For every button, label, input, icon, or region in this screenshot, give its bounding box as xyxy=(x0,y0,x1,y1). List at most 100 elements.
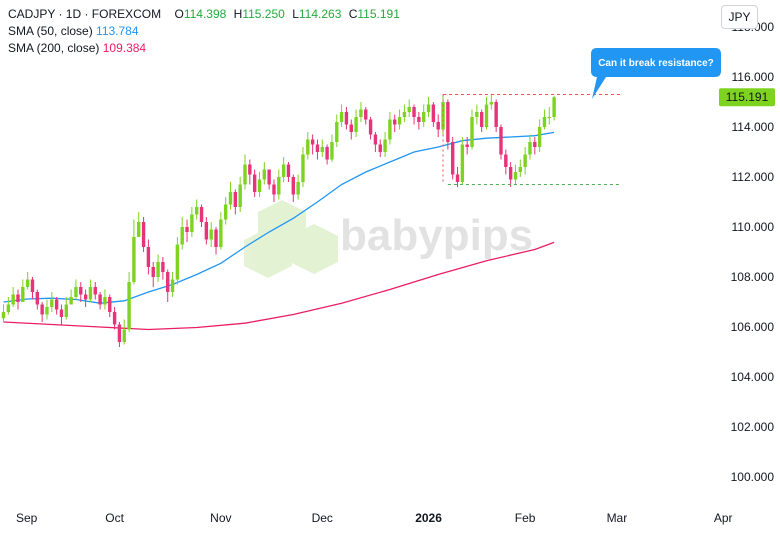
candle[interactable] xyxy=(214,227,218,255)
candle[interactable] xyxy=(50,292,54,312)
candle[interactable] xyxy=(243,154,247,190)
candle[interactable] xyxy=(431,102,436,127)
candle[interactable] xyxy=(335,114,339,148)
candle[interactable] xyxy=(93,282,97,300)
candle[interactable] xyxy=(364,107,368,125)
candle[interactable] xyxy=(407,99,411,118)
candle[interactable] xyxy=(306,132,310,160)
candle[interactable] xyxy=(117,322,122,347)
candle[interactable] xyxy=(484,97,489,130)
candle[interactable] xyxy=(402,104,407,123)
candle[interactable] xyxy=(286,162,291,182)
candle[interactable] xyxy=(257,172,262,197)
candle[interactable] xyxy=(190,207,194,237)
candle[interactable] xyxy=(248,159,252,185)
candle[interactable] xyxy=(397,109,402,130)
candle[interactable] xyxy=(412,104,416,125)
candle[interactable] xyxy=(219,212,223,250)
candle[interactable] xyxy=(170,272,175,297)
sma50-row[interactable]: SMA (50, close) 113.784 xyxy=(8,23,404,40)
candle[interactable] xyxy=(330,134,334,163)
candle[interactable] xyxy=(277,169,281,200)
candle[interactable] xyxy=(426,97,431,117)
candle[interactable] xyxy=(98,292,102,310)
candle[interactable] xyxy=(156,254,160,283)
candle[interactable] xyxy=(127,272,131,332)
candle[interactable] xyxy=(320,139,324,158)
candle[interactable] xyxy=(325,144,329,165)
candle[interactable] xyxy=(349,119,353,140)
candle[interactable] xyxy=(504,149,508,175)
candle[interactable] xyxy=(489,94,494,110)
candle[interactable] xyxy=(368,117,373,140)
candle[interactable] xyxy=(301,147,305,187)
sma200-row[interactable]: SMA (200, close) 109.384 xyxy=(8,40,404,57)
candle[interactable] xyxy=(547,107,551,125)
candle[interactable] xyxy=(533,137,537,155)
candle[interactable] xyxy=(233,189,238,215)
candle[interactable] xyxy=(40,302,44,322)
candle[interactable] xyxy=(238,177,242,212)
candle[interactable] xyxy=(518,159,523,178)
candle[interactable] xyxy=(103,289,107,310)
candle[interactable] xyxy=(223,197,228,225)
candle[interactable] xyxy=(267,169,271,190)
candle[interactable] xyxy=(479,109,484,133)
candle[interactable] xyxy=(35,289,40,310)
candle[interactable] xyxy=(132,219,136,285)
candle[interactable] xyxy=(74,279,78,300)
candle[interactable] xyxy=(513,164,518,185)
candle[interactable] xyxy=(383,132,387,157)
candle[interactable] xyxy=(59,304,64,325)
candle[interactable] xyxy=(199,204,204,228)
candle[interactable] xyxy=(64,297,68,320)
candle[interactable] xyxy=(310,134,315,155)
candle[interactable] xyxy=(470,109,474,150)
candle[interactable] xyxy=(166,269,170,303)
candle[interactable] xyxy=(494,99,498,133)
candle[interactable] xyxy=(455,167,460,187)
candle[interactable] xyxy=(11,287,15,307)
candle[interactable] xyxy=(209,222,213,247)
candle[interactable] xyxy=(252,169,257,198)
candle[interactable] xyxy=(88,279,93,303)
candle[interactable] xyxy=(465,137,469,155)
candle[interactable] xyxy=(552,95,556,121)
candle[interactable] xyxy=(393,114,397,133)
candle[interactable] xyxy=(16,289,20,310)
candle[interactable] xyxy=(281,157,286,182)
candle[interactable] xyxy=(1,304,6,323)
candle[interactable] xyxy=(30,277,35,300)
candle[interactable] xyxy=(388,112,392,145)
candle[interactable] xyxy=(141,217,146,252)
candle[interactable] xyxy=(112,307,117,330)
currency-badge[interactable]: JPY xyxy=(721,5,758,29)
candle[interactable] xyxy=(359,102,363,122)
candle[interactable] xyxy=(25,272,30,290)
candle[interactable] xyxy=(180,217,184,250)
candle[interactable] xyxy=(475,104,479,125)
candle[interactable] xyxy=(175,237,180,285)
candle[interactable] xyxy=(315,139,320,160)
candle[interactable] xyxy=(450,137,455,180)
candle[interactable] xyxy=(339,104,344,128)
candle[interactable] xyxy=(508,162,513,187)
candle[interactable] xyxy=(45,299,49,320)
candle[interactable] xyxy=(185,219,189,243)
candle[interactable] xyxy=(79,282,83,302)
candle[interactable] xyxy=(108,294,112,318)
candle[interactable] xyxy=(436,114,440,138)
candle[interactable] xyxy=(446,99,450,150)
candle[interactable] xyxy=(204,217,209,245)
candle[interactable] xyxy=(54,297,59,315)
candle[interactable] xyxy=(417,112,421,130)
candle[interactable] xyxy=(296,174,300,200)
candle[interactable] xyxy=(137,212,141,237)
candle[interactable] xyxy=(195,199,199,220)
candle[interactable] xyxy=(291,174,295,203)
candle[interactable] xyxy=(69,289,73,305)
candle[interactable] xyxy=(344,107,349,130)
candle[interactable] xyxy=(21,279,25,303)
